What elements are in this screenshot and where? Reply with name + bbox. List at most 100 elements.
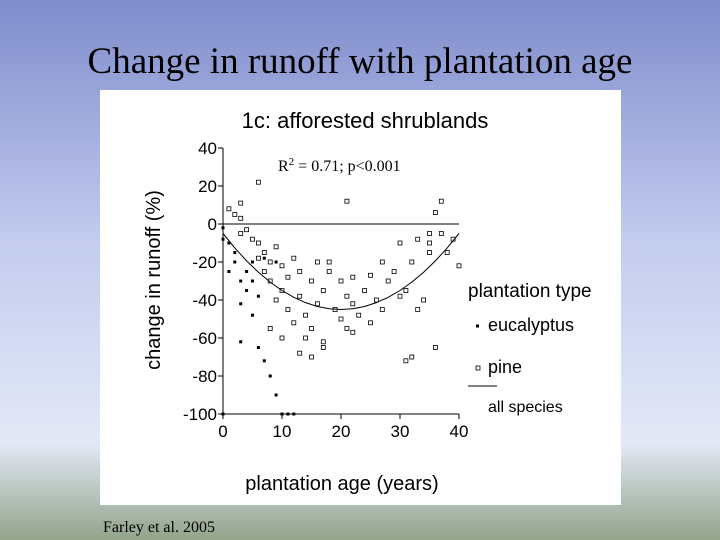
- y-tick-label: 40: [198, 139, 217, 158]
- x-tick-label: 20: [332, 422, 351, 441]
- chart-title: 1c: afforested shrublands: [242, 108, 489, 133]
- annotation-rest: = 0.71; p<0.001: [294, 158, 401, 175]
- point: [297, 350, 303, 356]
- point: [456, 263, 462, 269]
- point: [320, 339, 326, 345]
- point: [285, 274, 291, 280]
- y-tick-label: 0: [208, 215, 217, 234]
- point: [238, 200, 244, 206]
- point: [362, 288, 368, 293]
- point: [262, 359, 266, 363]
- point: [338, 278, 344, 284]
- point: [397, 240, 403, 246]
- point: [255, 240, 261, 246]
- point: [326, 259, 332, 265]
- point: [320, 345, 326, 350]
- point: [409, 354, 415, 360]
- point: [320, 288, 326, 293]
- point: [309, 326, 314, 331]
- slide-title: Change in runoff with plantation age: [88, 41, 633, 82]
- point: [285, 307, 291, 312]
- point: [415, 236, 421, 242]
- point: [261, 250, 267, 255]
- point: [444, 250, 450, 255]
- point: [262, 256, 266, 260]
- point: [291, 255, 297, 261]
- point: [397, 293, 403, 299]
- point: [255, 179, 261, 185]
- point: [238, 231, 244, 236]
- y-tick-label: -60: [192, 329, 217, 348]
- point: [274, 260, 278, 264]
- point: [379, 307, 385, 312]
- point: [350, 301, 356, 307]
- annotation: R2 = 0.71; p<0.001: [278, 156, 401, 175]
- point: [326, 269, 332, 274]
- point: [251, 279, 254, 283]
- point: [338, 316, 344, 322]
- legend-marker: [476, 324, 479, 328]
- point: [261, 269, 267, 274]
- point: [403, 288, 409, 293]
- point: [245, 270, 249, 273]
- point: [391, 269, 397, 274]
- point: [239, 302, 243, 306]
- point: [267, 259, 273, 265]
- annotation-sup: 2: [289, 156, 295, 168]
- y-tick-label: -20: [192, 253, 217, 272]
- point: [297, 269, 303, 274]
- point: [279, 263, 285, 269]
- point: [291, 320, 297, 326]
- x-tick-label: 10: [273, 422, 292, 441]
- point: [274, 393, 278, 397]
- y-tick-label: -80: [192, 367, 217, 386]
- point: [273, 297, 279, 303]
- annotation-base: R: [278, 158, 289, 175]
- y-tick-label: -100: [183, 405, 217, 424]
- point: [421, 297, 427, 303]
- point: [221, 412, 225, 416]
- chart: 1c: afforested shrublands change in runo…: [143, 108, 592, 495]
- point: [309, 354, 314, 360]
- x-tick-label: 40: [450, 422, 469, 441]
- point: [403, 358, 409, 364]
- point: [344, 326, 350, 331]
- point: [350, 329, 356, 335]
- point: [385, 278, 391, 284]
- x-tick-label: 30: [391, 422, 410, 441]
- point: [432, 210, 438, 216]
- point: [267, 326, 273, 331]
- point: [309, 278, 314, 284]
- point: [256, 294, 260, 298]
- point: [244, 227, 250, 233]
- point: [221, 226, 225, 230]
- point: [438, 198, 444, 204]
- point: [239, 340, 243, 344]
- legend-title: plantation type: [468, 281, 592, 302]
- y-axis-label: change in runoff (%): [143, 190, 165, 370]
- point: [344, 293, 350, 299]
- point: [251, 313, 254, 317]
- point: [279, 335, 285, 341]
- point: [227, 241, 231, 245]
- point: [233, 260, 237, 264]
- point: [432, 345, 438, 350]
- point: [409, 259, 415, 265]
- point: [427, 240, 432, 246]
- point: [297, 293, 303, 299]
- legend-label: eucalyptus: [488, 315, 574, 335]
- x-axis-label: plantation age (years): [245, 473, 438, 495]
- point: [239, 279, 243, 283]
- y-tick-label: -40: [192, 291, 217, 310]
- point: [314, 301, 320, 307]
- fit-line: [222, 233, 460, 311]
- point: [427, 231, 432, 236]
- legend-label: all species: [488, 399, 563, 416]
- legend-label: pine: [488, 357, 522, 377]
- point: [314, 259, 320, 265]
- point: [350, 274, 356, 280]
- point: [379, 259, 385, 265]
- legend-marker: [475, 365, 481, 371]
